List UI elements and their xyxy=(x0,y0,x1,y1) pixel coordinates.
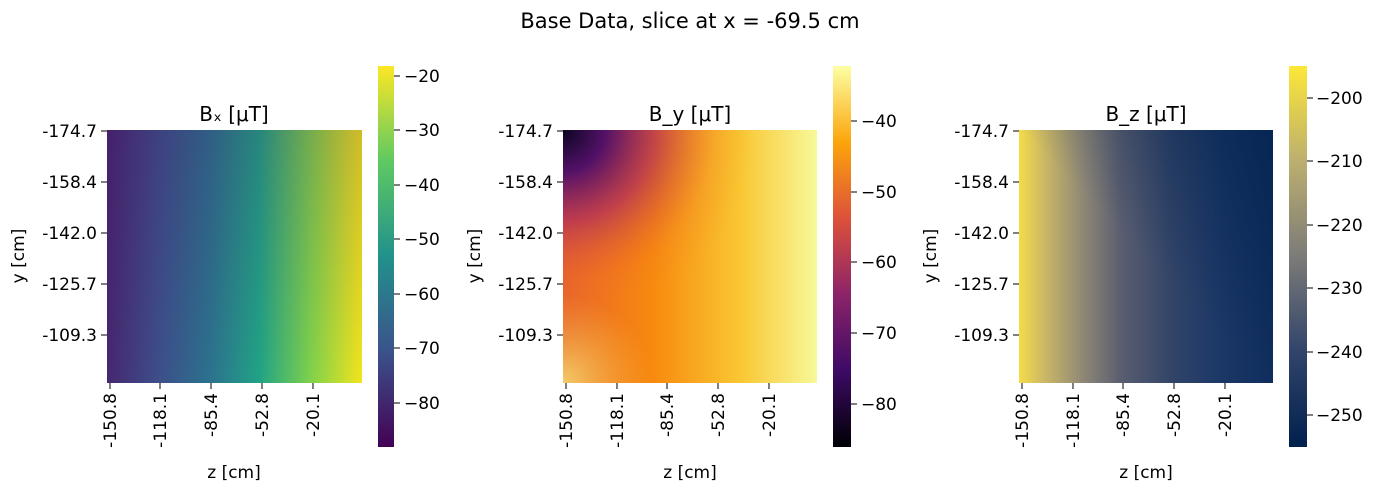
y-tick-label: -125.7 xyxy=(42,275,97,295)
x-tick-label: -150.8 xyxy=(1013,393,1033,448)
y-tick-label: -158.4 xyxy=(954,173,1009,193)
y-axis-label: y [cm] xyxy=(9,229,29,284)
colorbar-tick-label: −60 xyxy=(404,285,440,305)
y-tick-label: -142.0 xyxy=(954,224,1009,244)
colorbar-tick-label: −250 xyxy=(1316,406,1363,426)
panel-title: B_y [μT] xyxy=(649,102,731,126)
y-tick-label: -174.7 xyxy=(498,122,553,142)
x-axis-label: z [cm] xyxy=(1119,463,1173,483)
x-ticks: -150.8 -118.1 -85.4 -52.8 -20.1 xyxy=(101,383,324,448)
heatmap-bz-shade xyxy=(1019,130,1273,383)
figure-suptitle: Base Data, slice at x = -69.5 cm xyxy=(520,9,859,33)
y-tick-label: -158.4 xyxy=(42,173,97,193)
colorbar-tick-label: −50 xyxy=(404,230,440,250)
y-axis-label: y [cm] xyxy=(465,229,485,284)
colorbar-tick-label: −200 xyxy=(1316,89,1363,109)
x-tick-label: -150.8 xyxy=(101,393,121,448)
colorbar-tick-label: −80 xyxy=(861,395,897,415)
y-ticks: -174.7 -158.4 -142.0 -125.7 -109.3 xyxy=(42,122,107,346)
heatmap-by-light-corner xyxy=(563,130,817,383)
y-tick-label: -142.0 xyxy=(42,224,97,244)
y-tick-label: -158.4 xyxy=(498,173,553,193)
colorbar-bz xyxy=(1289,66,1307,447)
x-tick-label: -20.1 xyxy=(760,393,780,437)
colorbar-tick-label: −40 xyxy=(861,112,897,132)
x-tick-label: -52.8 xyxy=(1165,393,1185,437)
x-tick-label: -118.1 xyxy=(151,393,171,448)
x-tick-label: -52.8 xyxy=(253,393,273,437)
y-tick-label: -109.3 xyxy=(954,326,1009,346)
x-tick-label: -20.1 xyxy=(304,393,324,437)
x-tick-label: -150.8 xyxy=(557,393,577,448)
colorbar-ticks: −200 −210 −220 −230 −240 −250 xyxy=(1307,89,1363,426)
y-tick-label: -174.7 xyxy=(954,122,1009,142)
y-tick-label: -109.3 xyxy=(498,326,553,346)
colorbar-tick-label: −70 xyxy=(861,324,897,344)
x-tick-label: -85.4 xyxy=(1114,393,1134,437)
colorbar-tick-label: −40 xyxy=(404,176,440,196)
y-tick-label: -142.0 xyxy=(498,224,553,244)
colorbar-ticks: −40 −50 −60 −70 −80 xyxy=(851,112,897,415)
colorbar-tick-label: −60 xyxy=(861,253,897,273)
panel-bx: Bₓ [μT] -174.7 -158.4 -142.0 -125.7 -109… xyxy=(9,66,440,483)
colorbar-tick-label: −20 xyxy=(404,67,440,87)
colorbar-tick-label: −50 xyxy=(861,183,897,203)
y-tick-label: -125.7 xyxy=(954,275,1009,295)
panel-title: Bₓ [μT] xyxy=(199,102,269,126)
x-tick-label: -20.1 xyxy=(1216,393,1236,437)
colorbar-tick-label: −30 xyxy=(404,121,440,141)
x-axis-label: z [cm] xyxy=(663,463,717,483)
panel-title: B_z [μT] xyxy=(1105,102,1186,126)
x-tick-label: -52.8 xyxy=(709,393,729,437)
x-axis-label: z [cm] xyxy=(207,463,261,483)
y-axis-label: y [cm] xyxy=(921,229,941,284)
colorbar-by xyxy=(833,66,851,447)
panel-by: B_y [μT] -174.7 -158.4 -142.0 -125.7 -10… xyxy=(465,66,897,483)
colorbar-tick-label: −230 xyxy=(1316,279,1363,299)
colorbar-tick-label: −210 xyxy=(1316,152,1363,172)
colorbar-tick-label: −80 xyxy=(404,394,440,414)
y-tick-label: -109.3 xyxy=(42,326,97,346)
colorbar-tick-label: −240 xyxy=(1316,343,1363,363)
x-tick-label: -118.1 xyxy=(608,393,628,448)
y-tick-label: -174.7 xyxy=(42,122,97,142)
y-ticks: -174.7 -158.4 -142.0 -125.7 -109.3 xyxy=(498,122,563,346)
y-ticks: -174.7 -158.4 -142.0 -125.7 -109.3 xyxy=(954,122,1019,346)
x-tick-label: -85.4 xyxy=(202,393,222,437)
x-ticks: -150.8 -118.1 -85.4 -52.8 -20.1 xyxy=(1013,383,1236,448)
colorbar-tick-label: −70 xyxy=(404,339,440,359)
heatmap-bx-shade xyxy=(107,130,362,383)
colorbar-bx xyxy=(378,66,394,447)
x-ticks: -150.8 -118.1 -85.4 -52.8 -20.1 xyxy=(557,383,780,448)
colorbar-ticks: −20 −30 −40 −50 −60 −70 −80 xyxy=(394,67,440,414)
x-tick-label: -118.1 xyxy=(1064,393,1084,448)
x-tick-label: -85.4 xyxy=(658,393,678,437)
panel-bz: B_z [μT] -174.7 -158.4 -142.0 -125.7 -10… xyxy=(921,66,1363,483)
y-tick-label: -125.7 xyxy=(498,275,553,295)
colorbar-tick-label: −220 xyxy=(1316,216,1363,236)
